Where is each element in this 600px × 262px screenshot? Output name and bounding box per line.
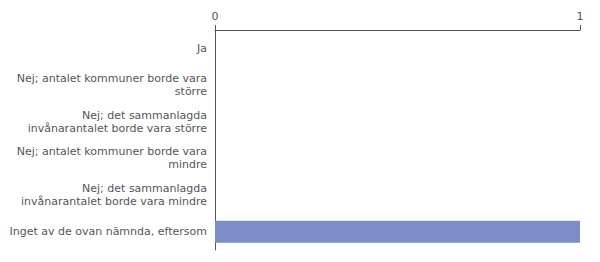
svg-text:Inget av de ovan nämnda, efter: Inget av de ovan nämnda, eftersom bbox=[9, 225, 207, 238]
svg-text:Nej; det sammanlagda: Nej; det sammanlagda bbox=[82, 182, 207, 195]
svg-text:mindre: mindre bbox=[168, 158, 207, 171]
svg-text:Nej; det sammanlagda: Nej; det sammanlagda bbox=[82, 109, 207, 122]
svg-text:Ja: Ja bbox=[196, 42, 207, 55]
svg-text:1: 1 bbox=[577, 10, 584, 23]
svg-text:0: 0 bbox=[212, 10, 219, 23]
svg-text:Nej; antalet kommuner borde va: Nej; antalet kommuner borde vara bbox=[17, 145, 207, 158]
svg-text:större: större bbox=[175, 85, 207, 98]
svg-text:Nej; antalet kommuner borde va: Nej; antalet kommuner borde vara bbox=[17, 72, 207, 85]
svg-text:invånarantalet borde vara mind: invånarantalet borde vara mindre bbox=[21, 195, 207, 208]
svg-text:invånarantalet borde vara stör: invånarantalet borde vara större bbox=[28, 122, 208, 135]
